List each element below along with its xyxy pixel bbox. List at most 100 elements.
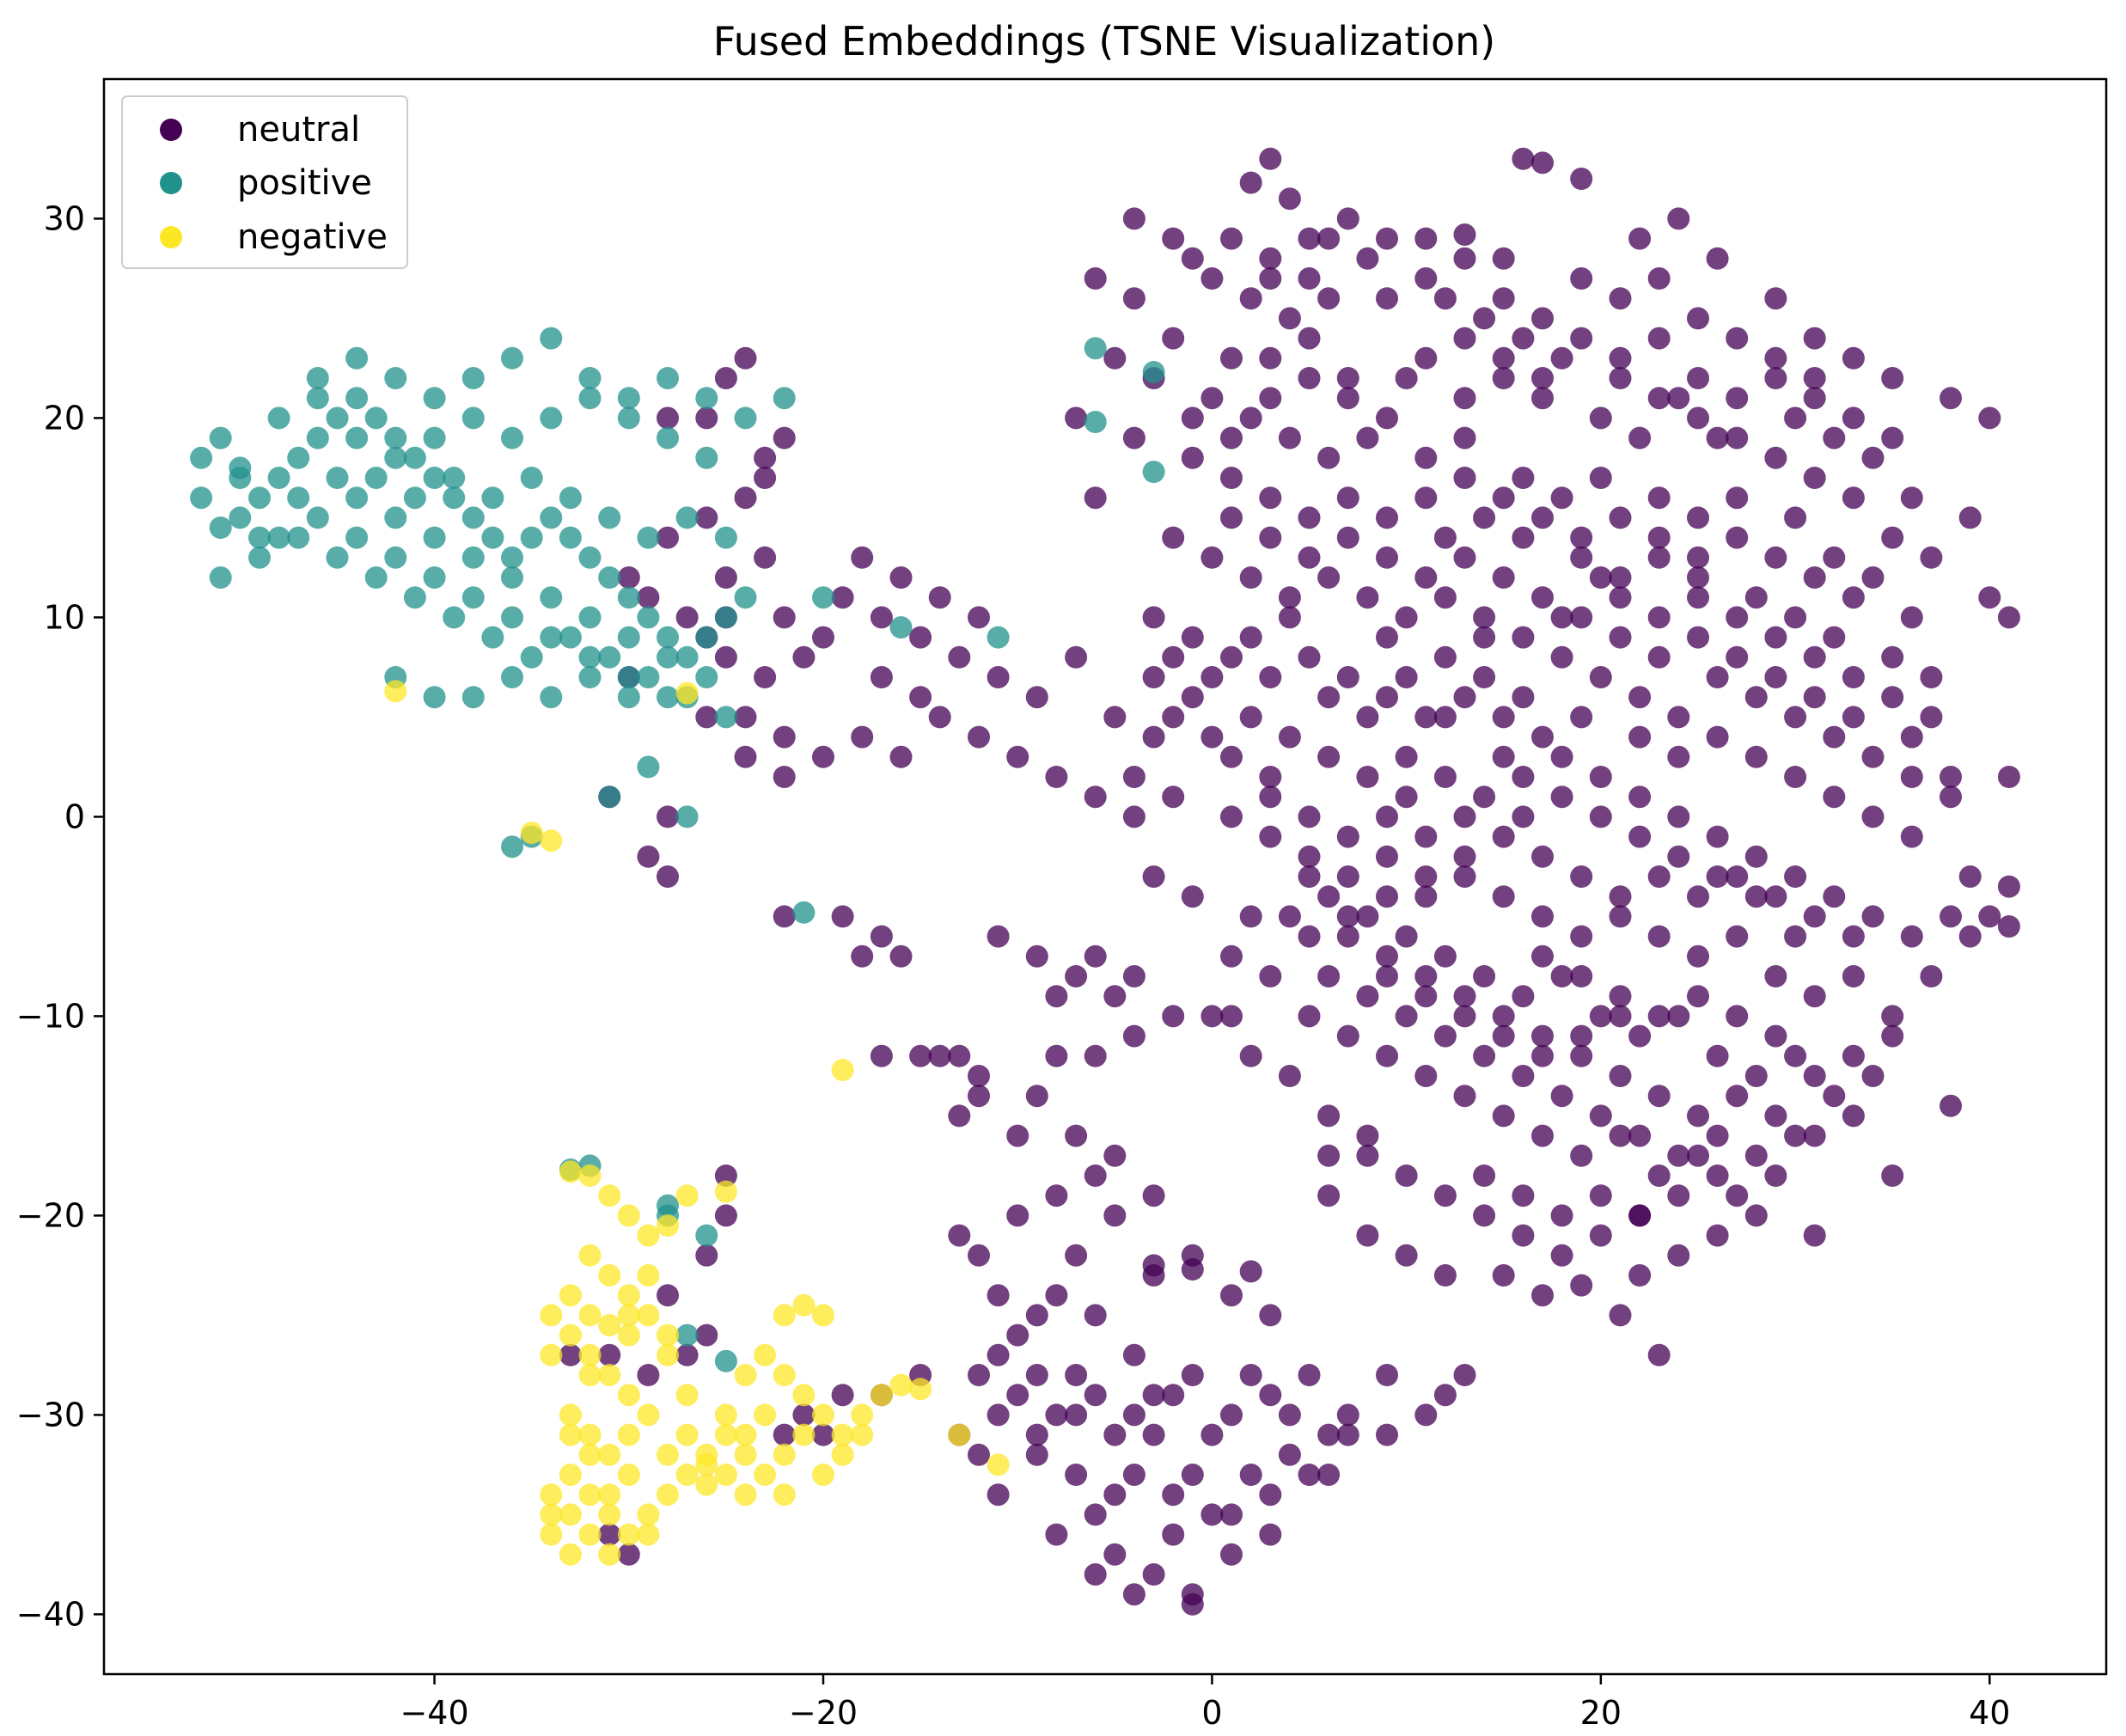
point-neutral	[1006, 1384, 1029, 1407]
point-neutral	[1473, 666, 1496, 688]
point-neutral	[1414, 885, 1438, 908]
point-neutral	[1667, 805, 1690, 828]
point-neutral	[1298, 805, 1321, 828]
y-tick-label: 0	[64, 798, 85, 835]
point-neutral	[1336, 865, 1359, 888]
point-neutral	[1861, 566, 1885, 589]
point-neutral	[1122, 1464, 1145, 1486]
point-neutral	[1453, 1005, 1476, 1028]
point-neutral	[1122, 207, 1145, 230]
point-negative	[754, 1464, 777, 1486]
point-neutral	[1842, 666, 1865, 688]
point-negative	[657, 1214, 679, 1237]
point-positive	[1142, 361, 1165, 383]
point-neutral	[1433, 944, 1457, 968]
point-positive	[248, 526, 271, 549]
point-neutral	[1142, 606, 1165, 629]
point-positive	[675, 645, 699, 669]
point-neutral	[1122, 287, 1145, 310]
point-neutral	[1336, 666, 1359, 688]
point-neutral	[1376, 885, 1398, 908]
point-positive	[773, 387, 796, 410]
point-neutral	[1103, 1483, 1127, 1507]
point-negative	[812, 1304, 834, 1327]
series-neutral	[559, 147, 2020, 1616]
point-neutral	[1823, 725, 1846, 749]
point-neutral	[1803, 905, 1826, 928]
point-neutral	[1084, 486, 1107, 510]
point-positive	[461, 506, 485, 529]
point-neutral	[1512, 626, 1535, 649]
point-neutral	[1122, 426, 1145, 449]
point-neutral	[1356, 1224, 1379, 1247]
point-positive	[403, 586, 426, 609]
point-positive	[559, 486, 582, 510]
series-positive	[190, 327, 1165, 1372]
point-neutral	[1433, 1024, 1457, 1048]
legend-marker-positive	[160, 172, 182, 194]
point-negative	[559, 1543, 582, 1566]
point-neutral	[831, 1384, 854, 1407]
point-neutral	[1395, 745, 1418, 768]
legend-box	[121, 95, 408, 269]
point-positive	[657, 367, 679, 389]
point-neutral	[1667, 745, 1690, 768]
point-neutral	[1317, 1423, 1341, 1446]
point-negative	[870, 1384, 893, 1407]
point-positive	[598, 566, 621, 589]
x-tick-label: 20	[1580, 1694, 1622, 1732]
y-tick-label: −40	[16, 1595, 85, 1633]
point-neutral	[773, 766, 796, 788]
point-negative	[714, 1180, 737, 1203]
point-positive	[190, 446, 213, 469]
point-neutral	[1609, 626, 1632, 649]
point-neutral	[1239, 1044, 1262, 1067]
point-neutral	[1647, 925, 1671, 948]
point-neutral	[1259, 785, 1282, 809]
point-neutral	[754, 546, 777, 569]
point-negative	[948, 1423, 971, 1446]
point-neutral	[1647, 486, 1671, 510]
point-neutral	[909, 686, 932, 709]
point-negative	[617, 1464, 640, 1486]
point-positive	[209, 517, 232, 539]
point-positive	[306, 506, 329, 529]
point-neutral	[1103, 706, 1127, 729]
point-neutral	[1647, 546, 1671, 569]
point-neutral	[1122, 1403, 1145, 1427]
point-neutral	[1336, 1024, 1359, 1048]
point-neutral	[1259, 526, 1282, 549]
point-negative	[520, 822, 543, 844]
point-neutral	[1550, 1085, 1573, 1108]
point-neutral	[1726, 486, 1749, 510]
point-neutral	[1958, 506, 1982, 529]
point-neutral	[1726, 1085, 1749, 1108]
point-neutral	[1744, 1204, 1768, 1227]
point-neutral	[1414, 566, 1438, 589]
point-neutral	[1084, 1384, 1107, 1407]
point-neutral	[734, 486, 757, 510]
point-neutral	[1531, 307, 1554, 330]
point-neutral	[1317, 885, 1341, 908]
point-neutral	[1317, 227, 1341, 250]
point-neutral	[1570, 925, 1593, 948]
point-neutral	[1706, 1044, 1729, 1067]
point-positive	[1084, 411, 1107, 433]
point-negative	[578, 1423, 602, 1446]
point-positive	[675, 805, 699, 828]
point-neutral	[1823, 426, 1846, 449]
point-neutral	[1647, 1085, 1671, 1108]
point-neutral	[1764, 346, 1787, 370]
point-neutral	[1220, 944, 1243, 968]
point-negative	[734, 1483, 757, 1507]
point-neutral	[1550, 1204, 1573, 1227]
point-neutral	[1492, 486, 1515, 510]
point-positive	[443, 486, 466, 510]
x-axis: −40 −20 0 20 40	[400, 1674, 2010, 1732]
point-neutral	[1356, 1144, 1379, 1167]
point-neutral	[1181, 446, 1204, 469]
point-positive	[578, 387, 602, 410]
point-neutral	[1317, 566, 1341, 589]
point-neutral	[1628, 227, 1652, 250]
point-negative	[831, 1423, 854, 1446]
